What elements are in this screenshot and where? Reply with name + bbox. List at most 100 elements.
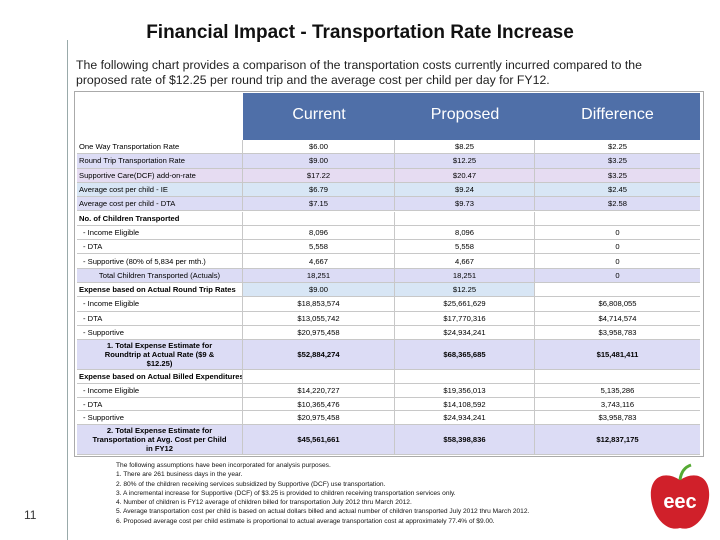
row-label: - Income Eligible [77, 297, 243, 312]
cell-value [535, 211, 700, 226]
row-label: - Supportive (80% of 5,834 per mth.) [77, 254, 243, 269]
note: 4. Number of children is FY12 average of… [116, 499, 412, 507]
cell-value: $45,561,661 [243, 425, 395, 456]
row-label: 2. Total Expense Estimate for Transporta… [77, 425, 243, 456]
row-label: - Income Eligible [77, 225, 243, 241]
cell-value: $13,055,742 [243, 311, 395, 326]
row-label: Supportive Care(DCF) add-on-rate [77, 168, 243, 183]
cell-value [243, 211, 395, 226]
rule [67, 40, 68, 540]
cell-value: 4,667 [243, 254, 395, 269]
note: The following assumptions have been inco… [116, 462, 331, 469]
title: Financial Impact - Transportation Rate I… [146, 22, 574, 43]
cell-value: $8.25 [395, 140, 535, 155]
cell-value: $20,975,458 [243, 325, 395, 341]
logo-apple [650, 475, 710, 529]
note: 5. Average transportation cost per child… [116, 508, 530, 516]
logo-stem [678, 463, 692, 481]
cell-value: 0 [535, 254, 700, 269]
row-label: No. of Children Transported [77, 211, 243, 226]
cell-value: 18,251 [395, 268, 535, 283]
cell-value: 3,743,116 [535, 397, 700, 412]
cell-value: $12.25 [395, 154, 535, 169]
cell-value: $7.15 [243, 197, 395, 212]
cell-value: $12.25 [395, 283, 535, 298]
cell-value: 0 [535, 240, 700, 255]
column-header: Current [292, 106, 346, 123]
cell-value: $9.24 [395, 182, 535, 198]
logo: eec [650, 463, 710, 529]
note: 2. 80% of the children receiving service… [116, 480, 386, 488]
cell-value: $25,661,629 [395, 297, 535, 312]
row-label: Expense based on Actual Billed Expenditu… [77, 370, 243, 384]
row-label: - Supportive [77, 411, 243, 426]
row-label: Round Trip Transportation Rate [77, 154, 243, 169]
row-label: One Way Transportation Rate [77, 140, 243, 155]
row-label: 1. Total Expense Estimate for Roundtrip … [77, 340, 243, 371]
row-label: - Supportive [77, 325, 243, 341]
cell-value: $20,975,458 [243, 411, 395, 426]
row-label: - Income Eligible [77, 383, 243, 398]
cell-value: $17,770,316 [395, 311, 535, 326]
notes: The following assumptions have been inco… [116, 461, 529, 526]
cell-value: $6,808,055 [535, 297, 700, 312]
cell-value: $52,884,274 [243, 340, 395, 371]
cell-value: $20.47 [395, 168, 535, 183]
cell-value: $2.25 [535, 140, 700, 155]
cell-value: $24,934,241 [395, 411, 535, 426]
note: 3. A incremental increase for Supportive… [116, 489, 456, 497]
row-label: Average cost per child - DTA [77, 197, 243, 212]
cell-value: 5,558 [243, 240, 395, 255]
page-number: 11 [24, 508, 37, 522]
cell-value: $58,398,836 [395, 425, 535, 456]
cell-value: $14,220,727 [243, 383, 395, 398]
cell-value: 4,667 [395, 254, 535, 269]
cell-value: $6.79 [243, 182, 395, 198]
cell-value: 8,096 [243, 225, 395, 241]
cell-value [395, 211, 535, 226]
cell-value: $9.73 [395, 197, 535, 212]
cell-value: 18,251 [243, 268, 395, 283]
cell-value: $18,853,574 [243, 297, 395, 312]
cell-value: $9.00 [243, 154, 395, 169]
row-label: Total Children Transported (Actuals) [77, 268, 243, 283]
table-frame [74, 91, 704, 457]
cell-value [395, 370, 535, 384]
logo-text: eec [663, 491, 696, 513]
cell-value [535, 370, 700, 384]
cell-value: 5,135,286 [535, 383, 700, 398]
row-label: - DTA [77, 397, 243, 412]
cell-value: $12,837,175 [535, 425, 700, 456]
row-label: - DTA [77, 240, 243, 255]
row-label: - DTA [77, 311, 243, 326]
cell-value: 0 [535, 268, 700, 283]
header-band [243, 93, 700, 140]
cell-value: $19,356,013 [395, 383, 535, 398]
row-label: Expense based on Actual Round Trip Rates [77, 283, 243, 298]
column-header: Proposed [430, 106, 500, 123]
cell-value: 8,096 [395, 225, 535, 241]
cell-value: $3,958,783 [535, 411, 700, 426]
note: 1. There are 261 business days in the ye… [116, 471, 243, 479]
cell-value: 0 [535, 225, 700, 241]
intro: The following chart provides a compariso… [76, 58, 642, 87]
cell-value: $3.25 [535, 168, 700, 183]
cell-value: $3.25 [535, 154, 700, 169]
cell-value: $9.00 [243, 283, 395, 298]
cell-value [535, 283, 700, 298]
cell-value: $17.22 [243, 168, 395, 183]
cell-value: $6.00 [243, 140, 395, 155]
cell-value: $15,481,411 [535, 340, 700, 371]
note: 6. Proposed average cost per child estim… [116, 517, 495, 525]
cell-value: 5,558 [395, 240, 535, 255]
row-label: Average cost per child - IE [77, 182, 243, 198]
column-header: Difference [581, 106, 654, 123]
cell-value: $24,934,241 [395, 325, 535, 341]
cell-value: $10,365,476 [243, 397, 395, 412]
cell-value: $2.58 [535, 197, 700, 212]
cell-value: $3,958,783 [535, 325, 700, 341]
cell-value [243, 370, 395, 384]
cell-value: $4,714,574 [535, 311, 700, 326]
cell-value: $14,108,592 [395, 397, 535, 412]
